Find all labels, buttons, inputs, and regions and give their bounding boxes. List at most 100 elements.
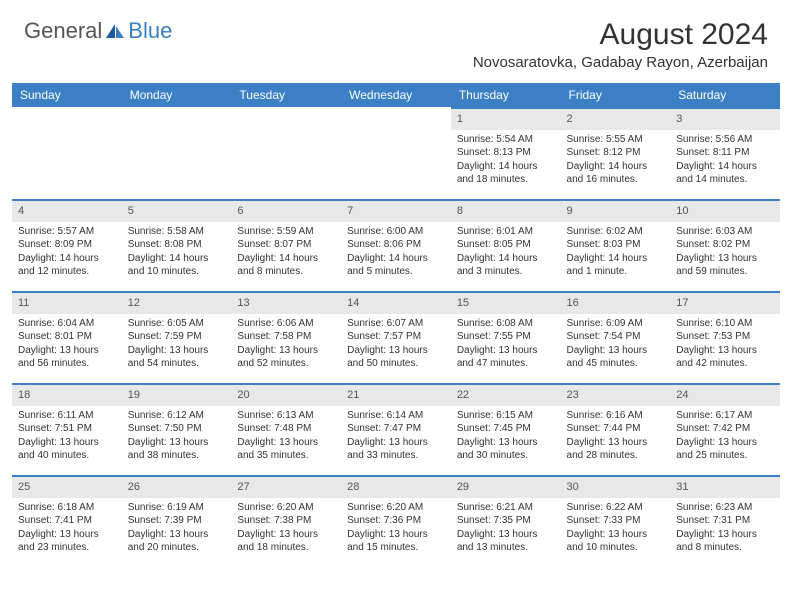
- sunset-line: Sunset: 8:08 PM: [128, 238, 226, 252]
- day-details: Sunrise: 6:14 AMSunset: 7:47 PMDaylight:…: [341, 406, 451, 467]
- daylight-line: Daylight: 14 hours and 12 minutes.: [18, 252, 116, 279]
- calendar-empty-cell: [122, 107, 232, 199]
- sunrise-line: Sunrise: 6:01 AM: [457, 225, 555, 239]
- daylight-line: Daylight: 14 hours and 3 minutes.: [457, 252, 555, 279]
- calendar-day-cell: 26Sunrise: 6:19 AMSunset: 7:39 PMDayligh…: [122, 475, 232, 567]
- day-number: 4: [12, 199, 122, 222]
- day-details: Sunrise: 6:05 AMSunset: 7:59 PMDaylight:…: [122, 314, 232, 375]
- daylight-line: Daylight: 13 hours and 45 minutes.: [567, 344, 665, 371]
- sunrise-line: Sunrise: 6:20 AM: [237, 501, 335, 515]
- daylight-line: Daylight: 13 hours and 23 minutes.: [18, 528, 116, 555]
- calendar-day-cell: 12Sunrise: 6:05 AMSunset: 7:59 PMDayligh…: [122, 291, 232, 383]
- day-number: 24: [670, 383, 780, 406]
- day-details: Sunrise: 6:23 AMSunset: 7:31 PMDaylight:…: [670, 498, 780, 559]
- day-details: Sunrise: 6:15 AMSunset: 7:45 PMDaylight:…: [451, 406, 561, 467]
- day-number: 12: [122, 291, 232, 314]
- day-details: Sunrise: 6:18 AMSunset: 7:41 PMDaylight:…: [12, 498, 122, 559]
- sunrise-line: Sunrise: 5:58 AM: [128, 225, 226, 239]
- sunset-line: Sunset: 8:01 PM: [18, 330, 116, 344]
- day-number: 19: [122, 383, 232, 406]
- day-number: 13: [231, 291, 341, 314]
- sunrise-line: Sunrise: 6:20 AM: [347, 501, 445, 515]
- day-details: Sunrise: 6:17 AMSunset: 7:42 PMDaylight:…: [670, 406, 780, 467]
- day-number: 27: [231, 475, 341, 498]
- sunset-line: Sunset: 7:57 PM: [347, 330, 445, 344]
- sunset-line: Sunset: 7:53 PM: [676, 330, 774, 344]
- daylight-line: Daylight: 13 hours and 59 minutes.: [676, 252, 774, 279]
- sunset-line: Sunset: 8:05 PM: [457, 238, 555, 252]
- sunrise-line: Sunrise: 6:18 AM: [18, 501, 116, 515]
- sunset-line: Sunset: 7:58 PM: [237, 330, 335, 344]
- calendar-day-cell: 13Sunrise: 6:06 AMSunset: 7:58 PMDayligh…: [231, 291, 341, 383]
- day-details: Sunrise: 5:55 AMSunset: 8:12 PMDaylight:…: [561, 130, 671, 191]
- daylight-line: Daylight: 14 hours and 10 minutes.: [128, 252, 226, 279]
- logo-sail-icon: [104, 22, 126, 40]
- logo-text-blue: Blue: [128, 18, 172, 44]
- sunrise-line: Sunrise: 6:13 AM: [237, 409, 335, 423]
- daylight-line: Daylight: 14 hours and 8 minutes.: [237, 252, 335, 279]
- day-details: Sunrise: 6:07 AMSunset: 7:57 PMDaylight:…: [341, 314, 451, 375]
- day-number: 15: [451, 291, 561, 314]
- calendar-day-cell: 27 Sunrise: 6:20 AMSunset: 7:38 PMDayligh…: [231, 475, 341, 567]
- calendar-empty-cell: [341, 107, 451, 199]
- sunrise-line: Sunrise: 5:55 AM: [567, 133, 665, 147]
- day-number: 2: [561, 107, 671, 130]
- daylight-line: Daylight: 13 hours and 13 minutes.: [457, 528, 555, 555]
- calendar-day-cell: 4Sunrise: 5:57 AMSunset: 8:09 PMDaylight…: [12, 199, 122, 291]
- sunset-line: Sunset: 7:38 PM: [237, 514, 335, 528]
- daylight-line: Daylight: 13 hours and 10 minutes.: [567, 528, 665, 555]
- sunset-line: Sunset: 8:06 PM: [347, 238, 445, 252]
- sunset-line: Sunset: 7:39 PM: [128, 514, 226, 528]
- day-details: Sunrise: 6:19 AMSunset: 7:39 PMDaylight:…: [122, 498, 232, 559]
- day-details: Sunrise: 6:13 AMSunset: 7:48 PMDaylight:…: [231, 406, 341, 467]
- header: General Blue August 2024 Novosaratovka, …: [0, 0, 792, 79]
- calendar-week-row: 25Sunrise: 6:18 AMSunset: 7:41 PMDayligh…: [12, 475, 780, 567]
- daylight-line: Daylight: 13 hours and 20 minutes.: [128, 528, 226, 555]
- day-number: 30: [561, 475, 671, 498]
- sunrise-line: Sunrise: 6:17 AM: [676, 409, 774, 423]
- day-number: 28: [341, 475, 451, 498]
- day-number: 26: [122, 475, 232, 498]
- sunrise-line: Sunrise: 6:00 AM: [347, 225, 445, 239]
- sunrise-line: Sunrise: 6:12 AM: [128, 409, 226, 423]
- day-number: 14: [341, 291, 451, 314]
- calendar-day-cell: 7Sunrise: 6:00 AMSunset: 8:06 PMDaylight…: [341, 199, 451, 291]
- sunset-line: Sunset: 7:47 PM: [347, 422, 445, 436]
- daylight-line: Daylight: 13 hours and 15 minutes.: [347, 528, 445, 555]
- daylight-line: Daylight: 13 hours and 18 minutes.: [237, 528, 335, 555]
- day-details: Sunrise: 6:00 AMSunset: 8:06 PMDaylight:…: [341, 222, 451, 283]
- sunrise-line: Sunrise: 5:54 AM: [457, 133, 555, 147]
- logo-text-general: General: [24, 18, 102, 44]
- calendar-day-cell: 8Sunrise: 6:01 AMSunset: 8:05 PMDaylight…: [451, 199, 561, 291]
- sunset-line: Sunset: 7:33 PM: [567, 514, 665, 528]
- column-header: Friday: [561, 83, 671, 107]
- day-number: 10: [670, 199, 780, 222]
- sunset-line: Sunset: 7:45 PM: [457, 422, 555, 436]
- sunset-line: Sunset: 7:31 PM: [676, 514, 774, 528]
- day-details: Sunrise: 6:10 AMSunset: 7:53 PMDaylight:…: [670, 314, 780, 375]
- sunset-line: Sunset: 8:02 PM: [676, 238, 774, 252]
- day-number: 1: [451, 107, 561, 130]
- daylight-line: Daylight: 13 hours and 42 minutes.: [676, 344, 774, 371]
- calendar-day-cell: 9Sunrise: 6:02 AMSunset: 8:03 PMDaylight…: [561, 199, 671, 291]
- calendar-day-cell: 21Sunrise: 6:14 AMSunset: 7:47 PMDayligh…: [341, 383, 451, 475]
- calendar-day-cell: 2Sunrise: 5:55 AMSunset: 8:12 PMDaylight…: [561, 107, 671, 199]
- daylight-line: Daylight: 13 hours and 40 minutes.: [18, 436, 116, 463]
- sunset-line: Sunset: 7:35 PM: [457, 514, 555, 528]
- day-details: Sunrise: 6:12 AMSunset: 7:50 PMDaylight:…: [122, 406, 232, 467]
- day-number: 5: [122, 199, 232, 222]
- calendar-table: SundayMondayTuesdayWednesdayThursdayFrid…: [12, 83, 780, 567]
- calendar-body: 1Sunrise: 5:54 AMSunset: 8:13 PMDaylight…: [12, 107, 780, 567]
- sunset-line: Sunset: 7:44 PM: [567, 422, 665, 436]
- location-subtitle: Novosaratovka, Gadabay Rayon, Azerbaijan: [473, 54, 768, 71]
- calendar-day-cell: 18Sunrise: 6:11 AMSunset: 7:51 PMDayligh…: [12, 383, 122, 475]
- daylight-line: Daylight: 13 hours and 8 minutes.: [676, 528, 774, 555]
- day-number: 25: [12, 475, 122, 498]
- sunset-line: Sunset: 7:50 PM: [128, 422, 226, 436]
- day-number: 6: [231, 199, 341, 222]
- sunset-line: Sunset: 7:59 PM: [128, 330, 226, 344]
- calendar-day-cell: 24Sunrise: 6:17 AMSunset: 7:42 PMDayligh…: [670, 383, 780, 475]
- column-header: Sunday: [12, 83, 122, 107]
- calendar-day-cell: 31Sunrise: 6:23 AMSunset: 7:31 PMDayligh…: [670, 475, 780, 567]
- sunrise-line: Sunrise: 5:59 AM: [237, 225, 335, 239]
